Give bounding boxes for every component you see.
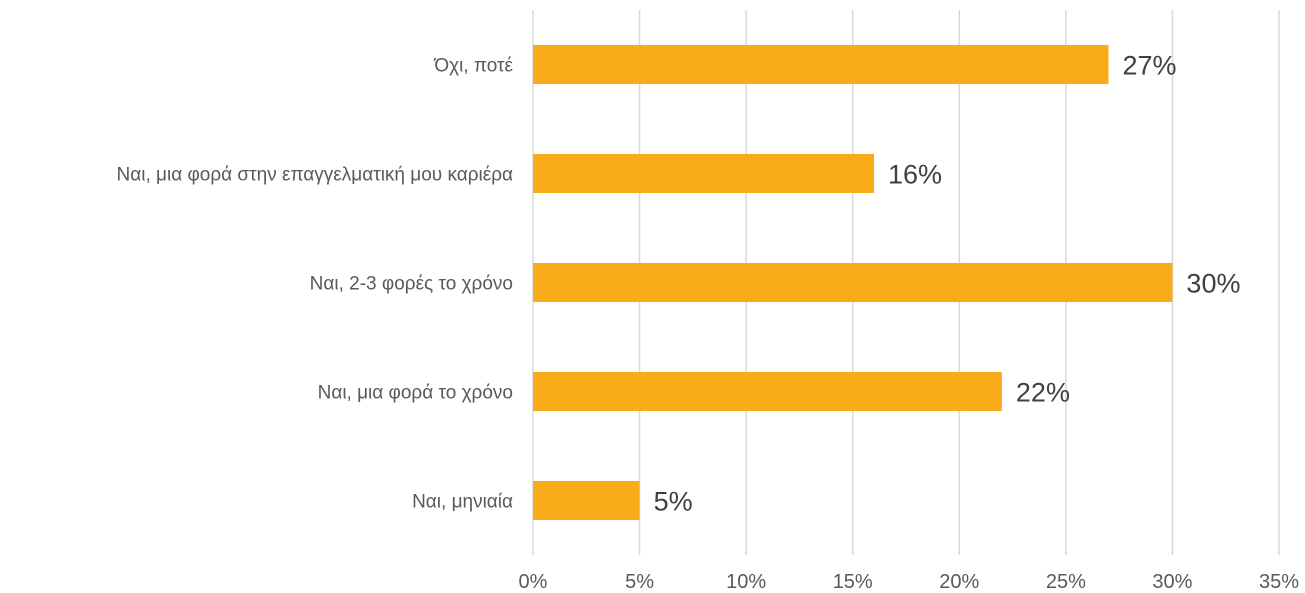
category-label: Ναι, μια φορά στην επαγγελματική μου καρ… [117,165,513,186]
data-label: 16% [888,160,942,190]
x-tick-label: 5% [625,571,654,593]
x-axis-tick-labels: 0% 5% 10% 15% 20% 25% 30% 35% [519,571,1300,593]
bars [533,45,1173,520]
bar [533,372,1002,411]
data-label: 5% [654,487,693,517]
x-tick-label: 0% [519,571,548,593]
category-labels: Όχι, ποτέ Ναι, μια φορά στην επαγγελματικ… [117,56,514,513]
category-label: Ναι, μηνιαία [412,492,513,513]
x-tick-label: 35% [1259,571,1299,593]
category-label: Όχι, ποτέ [433,56,513,77]
data-label: 22% [1016,378,1070,408]
x-tick-label: 25% [1046,571,1086,593]
category-label: Ναι, μια φορά το χρόνο [318,383,513,404]
bar [533,154,875,193]
data-labels: 27% 16% 30% 22% 5% [654,51,1241,517]
data-label: 30% [1186,269,1240,299]
bar [533,481,640,520]
data-label: 27% [1122,51,1176,81]
category-label: Ναι, 2-3 φορές το χρόνο [310,274,513,295]
x-tick-label: 15% [833,571,873,593]
bar [533,45,1109,84]
x-tick-label: 10% [726,571,766,593]
x-tick-label: 30% [1152,571,1192,593]
bar [533,263,1173,302]
x-tick-label: 20% [939,571,979,593]
